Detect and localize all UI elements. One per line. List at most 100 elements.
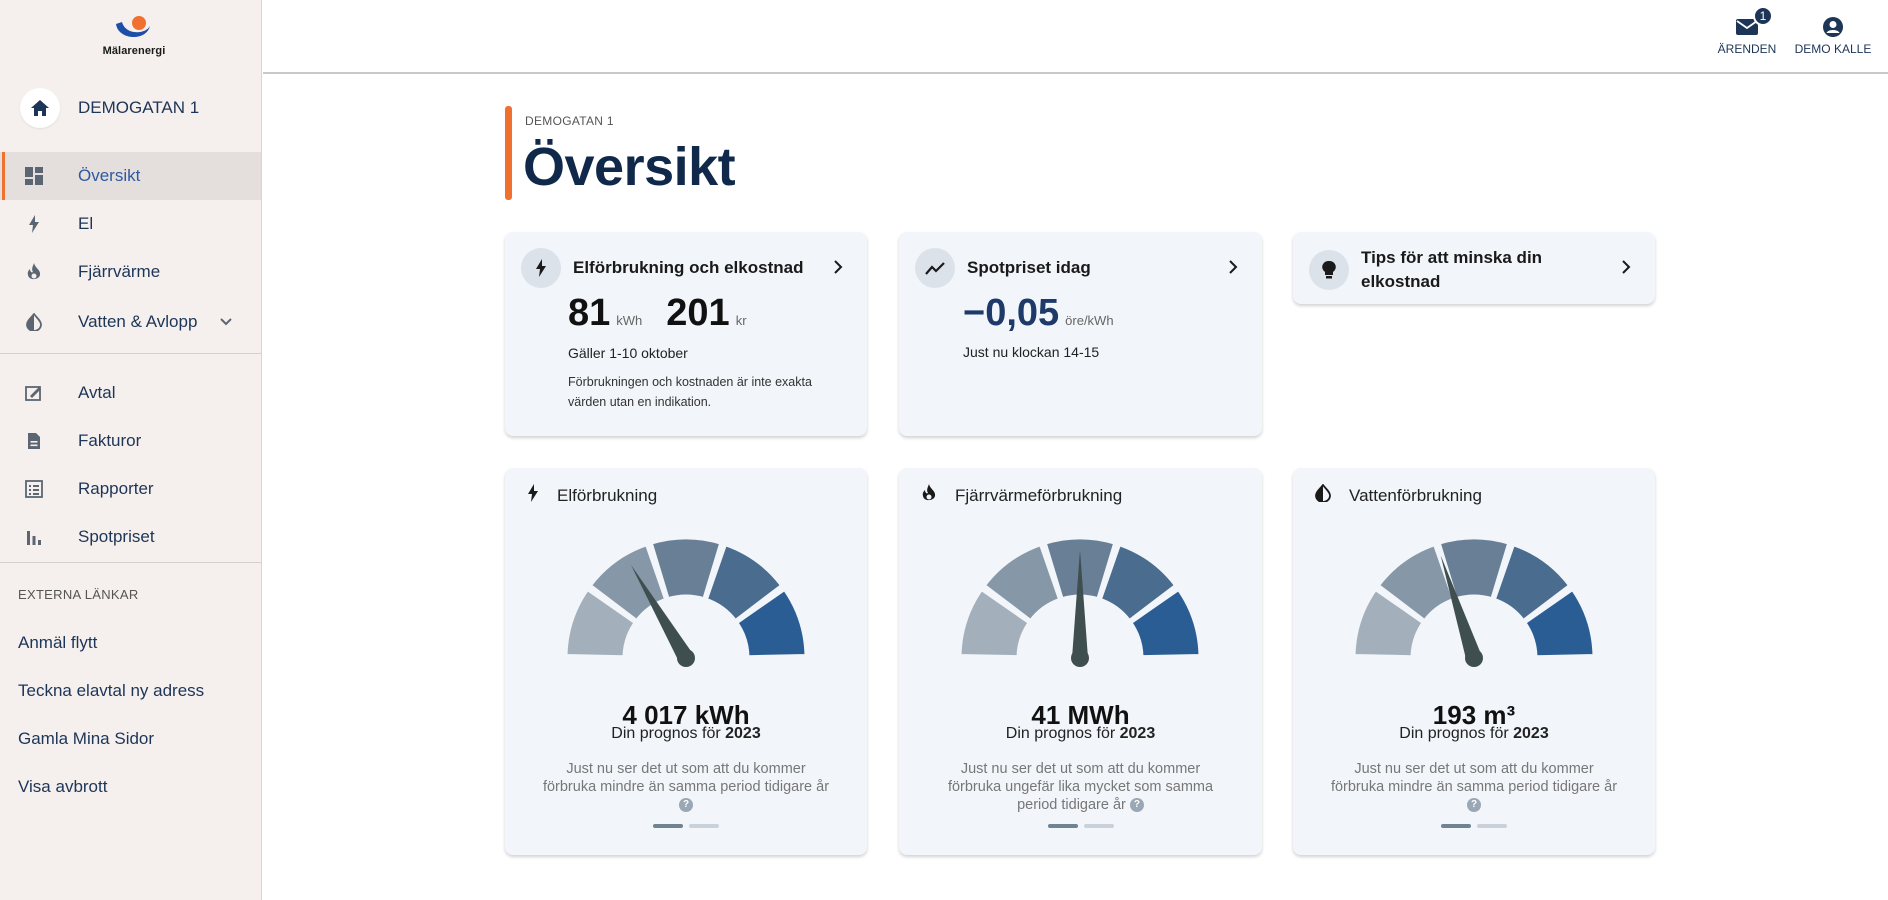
help-icon[interactable]: ? bbox=[1129, 798, 1144, 813]
gauge-segment bbox=[735, 588, 808, 659]
tips-card[interactable]: Tips för att minska din elkostnad bbox=[1293, 232, 1655, 304]
nav-item-avtal[interactable]: Avtal bbox=[0, 369, 261, 417]
nav-label: Vatten & Avlopp bbox=[78, 312, 198, 331]
spot-note: Just nu klockan 14-15 bbox=[963, 344, 1100, 360]
gauge-prognosis: Din prognos för 2023 bbox=[1005, 725, 1156, 742]
nav-item-el[interactable]: El bbox=[0, 200, 261, 248]
lightbulb-icon bbox=[1309, 250, 1349, 290]
nav-item-vatten[interactable]: Vatten & Avlopp bbox=[0, 296, 261, 348]
water-drop-icon bbox=[24, 312, 44, 332]
help-icon[interactable]: ? bbox=[679, 798, 693, 813]
gauge-value: 193 m³ bbox=[1432, 700, 1516, 730]
external-link-anmal-flytt[interactable]: Anmäl flytt bbox=[18, 633, 98, 652]
nav-divider bbox=[0, 353, 261, 354]
gauge-segment bbox=[649, 536, 723, 601]
card-title: Elförbrukning och elkostnad bbox=[573, 258, 804, 277]
brand-name: Mälarenergi bbox=[102, 45, 166, 57]
carousel-indicator[interactable] bbox=[1293, 824, 1655, 828]
gauge-card-el[interactable]: Elförbrukning 4 017 kWh Din prognos för … bbox=[505, 468, 867, 855]
gauge-prognosis: Din prognos för 2023 bbox=[1399, 725, 1549, 742]
external-links-title: EXTERNA LÄNKAR bbox=[18, 587, 139, 602]
gauge-card-fjarrvarme[interactable]: Fjärrvärmeförbrukning 41 MWh Din prognos… bbox=[899, 468, 1262, 855]
report-icon bbox=[24, 479, 44, 499]
bolt-icon bbox=[521, 248, 561, 288]
gauge-card-vatten[interactable]: Vattenförbrukning 193 m³ Din prognos för… bbox=[1293, 468, 1655, 855]
water-drop-icon bbox=[1315, 483, 1331, 507]
nav-item-fjarrvarme[interactable]: Fjärrvärme bbox=[0, 248, 261, 296]
gauge-segment bbox=[1492, 543, 1572, 623]
consumption-card[interactable]: Elförbrukning och elkostnad 81 kWh 201 k… bbox=[505, 232, 867, 436]
page-title: Översikt bbox=[523, 137, 736, 197]
sidebar: Mälarenergi DEMOGATAN 1 Översikt El Fjär… bbox=[0, 0, 262, 900]
nav-label: El bbox=[78, 214, 94, 233]
errands-button[interactable]: 1 ÄRENDEN bbox=[1714, 6, 1780, 56]
gauge-segment bbox=[1437, 536, 1511, 601]
gauge-title: Vattenförbrukning bbox=[1349, 485, 1482, 505]
gauge-segment bbox=[1523, 588, 1596, 659]
errands-label: ÄRENDEN bbox=[1717, 42, 1777, 56]
gauge-needle bbox=[1440, 555, 1482, 661]
gauge-description: Just nu ser det ut som att du kommer för… bbox=[947, 761, 1214, 813]
gauge-title: Elförbrukning bbox=[557, 485, 658, 505]
nav-item-rapporter[interactable]: Rapporter bbox=[0, 465, 261, 513]
breadcrumb: DEMOGATAN 1 bbox=[525, 114, 614, 128]
chevron-right-icon[interactable] bbox=[833, 260, 843, 279]
gauge-prognosis: Din prognos för 2023 bbox=[611, 725, 761, 742]
gauge-title: Fjärrvärmeförbrukning bbox=[955, 485, 1123, 505]
secondary-nav: Avtal Fakturor Rapporter Spotpriset bbox=[0, 369, 261, 561]
gauge-segment bbox=[1129, 588, 1202, 659]
property-label: DEMOGATAN 1 bbox=[78, 98, 200, 117]
external-link-visa-avbrott[interactable]: Visa avbrott bbox=[18, 777, 108, 796]
gauge-segment bbox=[1376, 543, 1456, 623]
nav-divider bbox=[0, 562, 261, 563]
kwh-value: 81 bbox=[568, 292, 611, 334]
nav-label: Översikt bbox=[78, 166, 141, 185]
top-bar: 1 ÄRENDEN DEMO KALLE bbox=[263, 0, 1888, 74]
chevron-right-icon[interactable] bbox=[1621, 260, 1631, 279]
nav-label: Rapporter bbox=[78, 479, 154, 498]
gauge-meter bbox=[958, 536, 1202, 667]
logo-icon bbox=[116, 16, 150, 38]
card-title: Spotpriset idag bbox=[967, 258, 1091, 277]
card-title: Tips för att minska din elkostnad bbox=[1361, 248, 1543, 291]
home-icon bbox=[20, 88, 60, 128]
cost-value: 201 bbox=[666, 292, 730, 334]
bolt-icon bbox=[527, 484, 539, 507]
help-icon[interactable]: ? bbox=[1467, 798, 1481, 813]
main-nav: Översikt El Fjärrvärme Vatten & Avlopp bbox=[0, 152, 261, 348]
gauge-segment bbox=[982, 543, 1062, 623]
disclaimer-line: Förbrukningen och kostnaden är inte exak… bbox=[568, 375, 812, 389]
brand-logo[interactable]: Mälarenergi bbox=[94, 14, 174, 62]
gauge-needle bbox=[631, 565, 693, 663]
chevron-down-icon[interactable] bbox=[219, 312, 233, 332]
period-text: Gäller 1-10 oktober bbox=[568, 345, 688, 361]
spot-price-card[interactable]: Spotpriset idag −0,05 öre/kWh Just nu kl… bbox=[899, 232, 1262, 436]
nav-item-fakturor[interactable]: Fakturor bbox=[0, 417, 261, 465]
gauge-value: 4 017 kWh bbox=[622, 700, 750, 730]
carousel-indicator[interactable] bbox=[505, 824, 867, 828]
nav-label: Fakturor bbox=[78, 431, 142, 450]
external-links: Anmäl flytt Teckna elavtal ny adress Gam… bbox=[0, 619, 261, 811]
user-icon bbox=[1821, 14, 1845, 38]
gauge-segment bbox=[564, 588, 637, 659]
external-link-teckna-elavtal[interactable]: Teckna elavtal ny adress bbox=[18, 681, 205, 700]
property-selector[interactable]: DEMOGATAN 1 bbox=[20, 86, 250, 130]
contract-icon bbox=[24, 383, 44, 403]
gauge-segment bbox=[958, 588, 1031, 659]
errands-badge: 1 bbox=[1753, 6, 1773, 26]
nav-item-spotpriset[interactable]: Spotpriset bbox=[0, 513, 261, 561]
disclaimer-line: värden utan en indikation. bbox=[568, 395, 712, 409]
chevron-right-icon[interactable] bbox=[1228, 260, 1238, 279]
external-link-gamla-mina-sidor[interactable]: Gamla Mina Sidor bbox=[18, 729, 155, 748]
gauge-meter bbox=[564, 536, 808, 667]
gauge-segment bbox=[1098, 543, 1178, 623]
nav-label: Spotpriset bbox=[78, 527, 155, 546]
gauge-segment bbox=[1352, 588, 1425, 659]
user-menu-button[interactable]: DEMO KALLE bbox=[1791, 14, 1875, 56]
nav-item-oversikt[interactable]: Översikt bbox=[0, 152, 261, 200]
flame-icon bbox=[921, 484, 937, 507]
gauge-hub bbox=[1071, 649, 1089, 667]
spot-unit: öre/kWh bbox=[1065, 313, 1114, 328]
dashboard-icon bbox=[24, 166, 44, 186]
carousel-indicator[interactable] bbox=[899, 824, 1262, 828]
